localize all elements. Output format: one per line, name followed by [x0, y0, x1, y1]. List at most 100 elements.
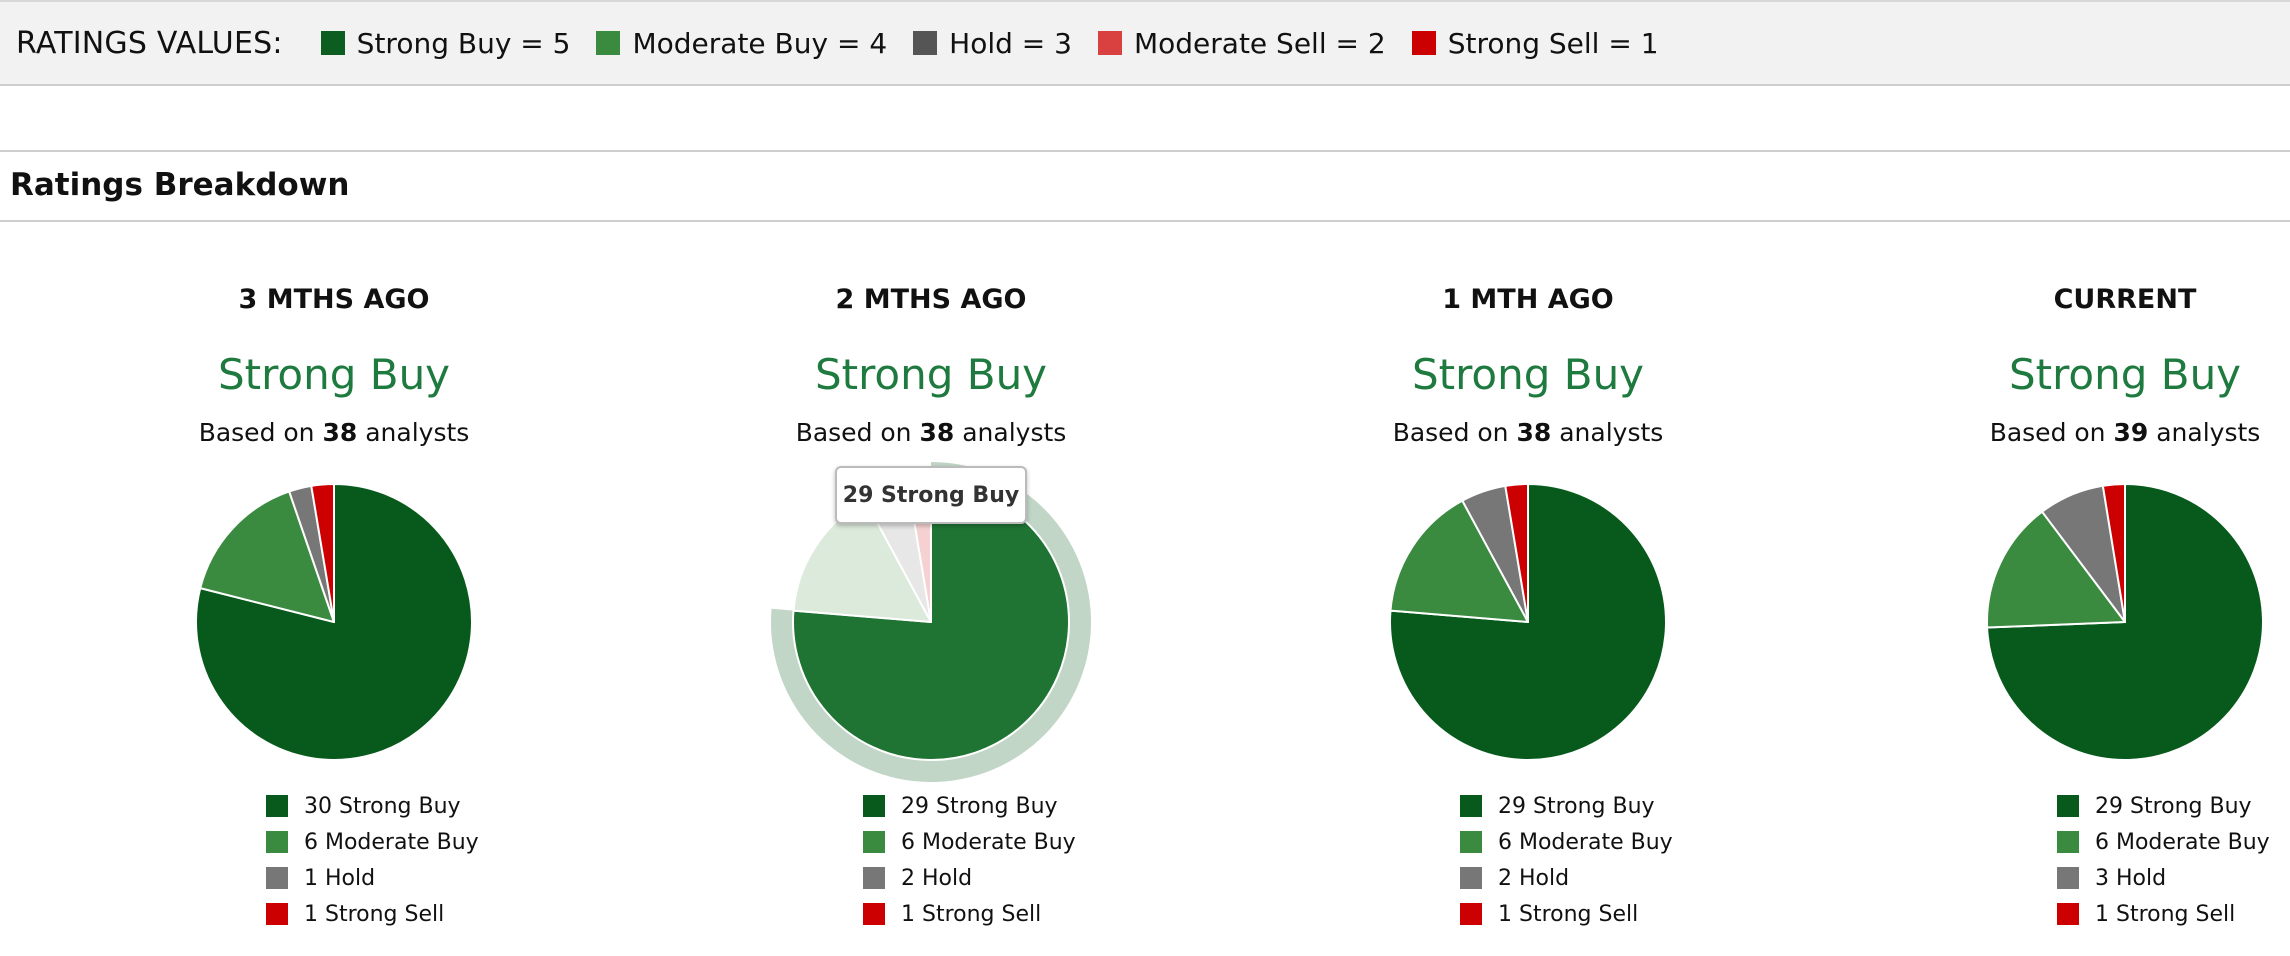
legend-item-moderate-buy[interactable]: 6 Moderate Buy: [2057, 824, 2270, 860]
legend-label: 2 Hold: [1498, 865, 1570, 891]
legend-item-moderate-buy[interactable]: 6 Moderate Buy: [863, 824, 1076, 860]
analyst-count: 38: [919, 418, 955, 447]
legend-label: 29 Strong Buy: [1498, 793, 1655, 819]
rating-value-label: Strong Sell = 1: [1447, 26, 1659, 60]
legend-label: 2 Hold: [901, 865, 973, 891]
legend-item-moderate-buy[interactable]: 6 Moderate Buy: [1460, 824, 1673, 860]
legend-swatch: [1460, 903, 1482, 925]
legend-item-strong-sell[interactable]: 1 Strong Sell: [2057, 896, 2270, 932]
legend-item-moderate-buy[interactable]: 6 Moderate Buy: [266, 824, 479, 860]
legend-swatch: [863, 867, 885, 889]
chart-legend: 29 Strong Buy 6 Moderate Buy 3 Hold 1 St…: [2057, 788, 2270, 932]
pie-chart[interactable]: [184, 472, 484, 772]
consensus-rating: Strong Buy: [814, 350, 1048, 399]
legend-item-strong-buy[interactable]: 29 Strong Buy: [1460, 788, 1673, 824]
period-1-mth-ago: 1 MTH AGO Strong Buy Based on 38 analyst…: [1228, 222, 1828, 956]
legend-item-strong-buy[interactable]: 29 Strong Buy: [2057, 788, 2270, 824]
analyst-count-text: Based on 38 analysts: [34, 418, 634, 447]
legend-item-hold[interactable]: 2 Hold: [1460, 860, 1673, 896]
based-on-prefix: Based on: [198, 418, 323, 447]
legend-label: 1 Strong Sell: [2095, 901, 2236, 927]
analyst-count: 38: [1516, 418, 1552, 447]
pie-slice-strong-buy[interactable]: [1389, 483, 1667, 761]
rating-value-moderate-buy: Moderate Buy = 4: [596, 27, 887, 60]
legend-swatch: [266, 795, 288, 817]
based-on-prefix: Based on: [795, 418, 920, 447]
section-title: Ratings Breakdown: [10, 167, 350, 203]
pie-slice-strong-sell[interactable]: [2101, 483, 2126, 623]
ratings-values-title: RATINGS VALUES:: [16, 25, 283, 61]
chart-tooltip: 29 Strong Buy: [835, 466, 1027, 524]
legend-swatch: [863, 903, 885, 925]
legend-item-strong-sell[interactable]: 1 Strong Sell: [266, 896, 479, 932]
legend-label: 1 Strong Sell: [304, 901, 445, 927]
legend-item-strong-buy[interactable]: 29 Strong Buy: [863, 788, 1076, 824]
legend-item-strong-sell[interactable]: 1 Strong Sell: [1460, 896, 1673, 932]
based-on-suffix: analysts: [954, 418, 1067, 447]
legend-swatch: [2057, 867, 2079, 889]
based-on-prefix: Based on: [1989, 418, 2114, 447]
chart-legend: 30 Strong Buy 6 Moderate Buy 1 Hold 1 St…: [266, 788, 479, 932]
based-on-suffix: analysts: [1551, 418, 1664, 447]
hold-swatch: [913, 31, 938, 55]
legend-item-hold[interactable]: 3 Hold: [2057, 860, 2270, 896]
legend-label: 6 Moderate Buy: [2095, 829, 2270, 855]
analyst-count: 38: [322, 418, 358, 447]
legend-swatch: [1460, 831, 1482, 853]
legend-swatch: [863, 831, 885, 853]
based-on-suffix: analysts: [357, 418, 470, 447]
pie-chart-svg[interactable]: [1378, 472, 1678, 772]
rating-value-label: Hold = 3: [949, 26, 1072, 60]
consensus-rating: Strong Buy: [1411, 350, 1645, 399]
period-label: 3 MTHS AGO: [238, 284, 430, 315]
legend-label: 1 Hold: [304, 865, 376, 891]
legend-item-strong-buy[interactable]: 30 Strong Buy: [266, 788, 479, 824]
rating-value-label: Moderate Sell = 2: [1133, 26, 1386, 60]
analyst-count-text: Based on 38 analysts: [1228, 418, 1828, 447]
legend-swatch: [266, 831, 288, 853]
moderate-sell-swatch: [1097, 31, 1122, 55]
legend-label: 29 Strong Buy: [2095, 793, 2252, 819]
legend-item-hold[interactable]: 1 Hold: [266, 860, 479, 896]
analyst-count: 39: [2113, 418, 2149, 447]
pie-slice-strong-sell[interactable]: [310, 483, 335, 623]
legend-swatch: [1460, 795, 1482, 817]
ratings-values-bar: RATINGS VALUES: Strong Buy = 5 Moderate …: [0, 0, 2290, 86]
legend-label: 3 Hold: [2095, 865, 2167, 891]
strong-sell-swatch: [1411, 31, 1436, 55]
based-on-prefix: Based on: [1392, 418, 1517, 447]
chart-legend: 29 Strong Buy 6 Moderate Buy 2 Hold 1 St…: [863, 788, 1076, 932]
pie-slice-moderate-buy[interactable]: [1986, 510, 2126, 629]
legend-item-hold[interactable]: 2 Hold: [863, 860, 1076, 896]
legend-swatch: [266, 903, 288, 925]
pie-slice-moderate-buy[interactable]: [199, 490, 335, 623]
pie-chart-svg[interactable]: [184, 472, 484, 772]
rating-value-strong-sell: Strong Sell = 1: [1411, 26, 1659, 60]
rating-value-moderate-sell: Moderate Sell = 2: [1097, 26, 1386, 60]
pie-slice-moderate-buy[interactable]: [1389, 499, 1529, 623]
legend-item-strong-sell[interactable]: 1 Strong Sell: [863, 896, 1076, 932]
pie-chart-svg[interactable]: [1975, 472, 2275, 772]
legend-swatch: [2057, 903, 2079, 925]
strong-buy-swatch: [320, 31, 345, 55]
pie-chart[interactable]: [1975, 472, 2275, 772]
period-3-mths-ago: 3 MTHS AGO Strong Buy Based on 38 analys…: [34, 222, 634, 956]
legend-label: 6 Moderate Buy: [304, 829, 479, 855]
rating-value-strong-buy: Strong Buy = 5: [320, 26, 571, 60]
legend-swatch: [266, 867, 288, 889]
rating-value-hold: Hold = 3: [913, 27, 1072, 60]
legend-label: 1 Strong Sell: [1498, 901, 1639, 927]
moderate-buy-swatch: [596, 31, 621, 55]
legend-swatch: [863, 795, 885, 817]
legend-label: 6 Moderate Buy: [901, 829, 1076, 855]
period-label: 1 MTH AGO: [1442, 284, 1614, 315]
rating-value-label: Strong Buy = 5: [356, 26, 571, 60]
pie-slice-strong-sell[interactable]: [1504, 483, 1529, 623]
period-2-mths-ago: 2 MTHS AGO Strong Buy Based on 38 analys…: [631, 222, 1231, 956]
period-label: CURRENT: [2053, 284, 2197, 315]
consensus-rating: Strong Buy: [217, 350, 451, 399]
period-label: 2 MTHS AGO: [835, 284, 1027, 315]
section-header: Ratings Breakdown: [0, 150, 2290, 222]
pie-chart[interactable]: [1378, 472, 1678, 772]
analyst-count-text: Based on 39 analysts: [1825, 418, 2290, 447]
